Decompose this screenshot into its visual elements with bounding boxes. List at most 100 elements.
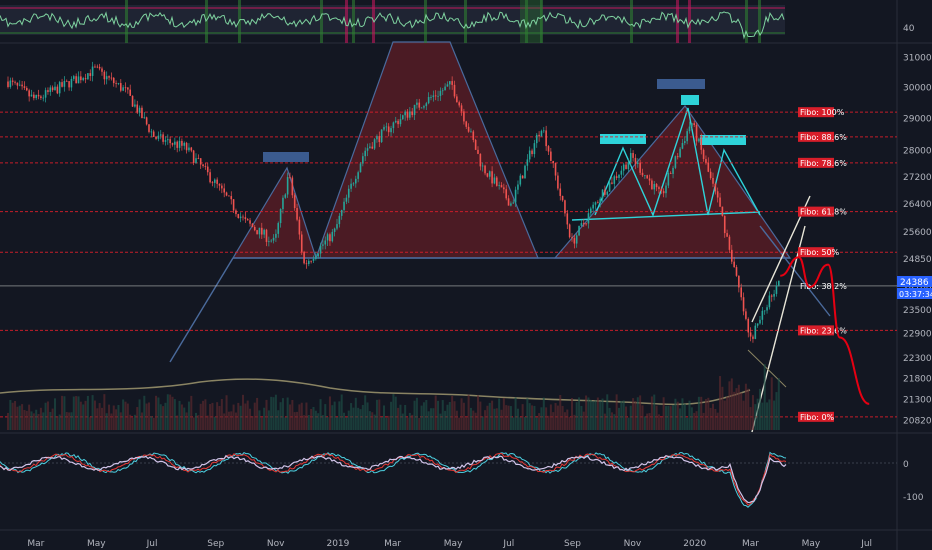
volume-bar-247 — [587, 397, 590, 430]
volume-bar-320 — [759, 388, 761, 430]
last-price-tag — [897, 276, 932, 287]
volume-bar-166 — [397, 407, 400, 430]
candle-body-96 — [232, 199, 235, 211]
candle-body-169 — [404, 111, 406, 116]
volume-bar-124 — [298, 404, 301, 430]
candle-body-6 — [21, 84, 23, 87]
candle-body-233 — [554, 162, 557, 176]
volume-bar-259 — [615, 394, 618, 430]
volume-bar-42 — [105, 413, 108, 430]
volume-bar-214 — [509, 406, 512, 430]
candle-body-131 — [315, 256, 317, 259]
volume-bar-279 — [662, 397, 665, 430]
volume-bar-27 — [70, 412, 73, 430]
volume-bar-245 — [582, 411, 585, 430]
candle-body-328 — [778, 280, 780, 286]
rsi-mark-10 — [540, 0, 543, 43]
candle-body-324 — [768, 295, 771, 308]
candle-body-109 — [263, 229, 265, 235]
candle-body-55 — [136, 104, 139, 113]
volume-bar-111 — [267, 410, 270, 430]
volume-bar-40 — [101, 407, 103, 430]
volume-bar-106 — [256, 397, 259, 430]
candle-body-201 — [479, 153, 482, 167]
macd-tick-zero: 0 — [903, 460, 909, 470]
candle-body-262 — [622, 164, 625, 171]
candle-body-211 — [503, 187, 505, 190]
volume-bar-298 — [707, 397, 710, 430]
volume-bar-216 — [514, 397, 517, 430]
candle-body-86 — [209, 172, 211, 183]
volume-bar-236 — [561, 405, 564, 430]
candle-body-247 — [587, 213, 590, 224]
volume-bar-185 — [441, 400, 444, 430]
candle-body-261 — [620, 170, 623, 175]
candle-body-255 — [606, 191, 609, 195]
volume-bar-19 — [51, 408, 54, 430]
volume-bar-4 — [16, 406, 19, 430]
volume-bar-107 — [258, 410, 261, 430]
volume-bar-28 — [72, 396, 75, 430]
candle-body-175 — [418, 102, 421, 108]
volume-bar-174 — [415, 397, 418, 430]
volume-bar-148 — [354, 397, 357, 430]
candle-body-64 — [157, 135, 160, 139]
volume-bar-195 — [465, 416, 468, 430]
time-tick-8: Jul — [502, 539, 514, 549]
volume-bar-170 — [406, 417, 409, 430]
volume-bar-60 — [148, 402, 150, 430]
fibo-label-bg-6 — [798, 325, 834, 336]
volume-bar-215 — [512, 417, 515, 430]
volume-bar-160 — [383, 405, 385, 430]
volume-bar-7 — [23, 409, 26, 430]
volume-bar-25 — [65, 412, 68, 430]
candle-body-70 — [171, 143, 174, 145]
candle-body-195 — [465, 121, 468, 127]
rsi-highlight-marks — [125, 0, 761, 43]
candle-body-326 — [773, 293, 775, 297]
candle-body-150 — [359, 163, 362, 173]
time-tick-2: Jul — [146, 539, 158, 549]
fibonacci-levels: Fibo: 100% Fibo: 88.6% Fibo: 78.6% Fibo: 61… — [0, 107, 897, 422]
price-tick-7: 24850 — [903, 255, 932, 265]
volume-bar-51 — [126, 403, 129, 430]
fibo-label-6: Fibo: 23.6% — [800, 326, 847, 335]
candle-body-68 — [167, 139, 169, 141]
candle-body-57 — [141, 107, 143, 119]
candle-body-234 — [557, 175, 559, 189]
volume-bar-161 — [385, 417, 388, 430]
candle-body-35 — [89, 73, 92, 76]
candle-body-293 — [695, 124, 698, 142]
volume-bar-307 — [728, 381, 731, 430]
volume-bar-252 — [599, 401, 602, 430]
candle-body-10 — [30, 94, 33, 97]
volume-bar-132 — [317, 413, 320, 430]
candle-body-153 — [366, 148, 369, 151]
volume-bar-208 — [495, 408, 498, 430]
volume-bar-97 — [234, 412, 237, 430]
volume-bar-35 — [89, 417, 92, 430]
volume-bar-274 — [650, 396, 653, 430]
time-tick-1: May — [87, 539, 106, 549]
volume-bar-251 — [596, 397, 599, 430]
price-tick-9: 23500 — [903, 306, 932, 316]
candle-body-82 — [199, 158, 202, 165]
volume-bar-96 — [232, 404, 235, 430]
volume-bar-229 — [545, 407, 548, 430]
time-tick-5: 2019 — [326, 539, 349, 549]
candle-body-283 — [672, 167, 674, 174]
candle-body-223 — [531, 150, 533, 155]
candle-body-165 — [394, 120, 397, 123]
macd-line — [0, 451, 787, 508]
candle-body-300 — [712, 177, 714, 184]
time-tick-11: 2020 — [683, 539, 706, 549]
rsi-mark-14 — [745, 0, 748, 43]
candle-body-256 — [608, 182, 611, 192]
candle-body-192 — [458, 102, 460, 106]
volume-bar-254 — [603, 413, 606, 430]
candle-body-129 — [310, 260, 312, 262]
candle-body-277 — [658, 187, 660, 189]
price-tick-10: 22900 — [903, 330, 932, 340]
volume-bar-98 — [237, 402, 240, 430]
candle-body-274 — [651, 180, 653, 190]
